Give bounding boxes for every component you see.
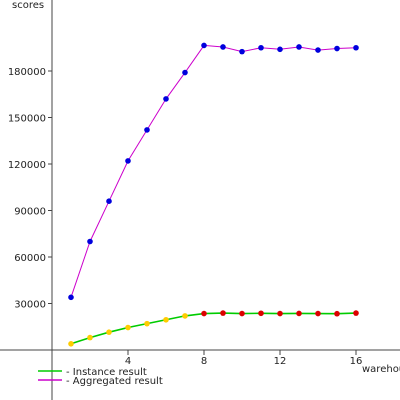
x-tick-label: 12 [274,356,287,367]
x-tick-label: 16 [350,356,363,367]
aggregated-result-line [70,44,357,298]
instance-result-point [220,310,226,316]
instance-result-point [239,310,245,317]
aggregated-result-point [182,69,188,76]
legend: - Instance result- Aggregated result [38,367,163,387]
y-tick-label: 90000 [14,207,46,218]
aggregated-result-point [68,294,74,301]
x-tick-label: 4 [125,356,131,367]
instance-result-point [334,310,340,317]
x-axis-label: warehou [362,364,400,375]
aggregated-result-point [239,48,245,55]
aggregated-result-point [144,127,150,133]
y-tick-label: 180000 [8,67,46,78]
aggregated-result-point [258,44,264,51]
x-tick-label: 8 [201,356,207,367]
aggregated-result-point [277,46,283,53]
instance-result-point [106,329,112,335]
legend-label: - Instance result [66,367,147,378]
aggregated-result-point [334,45,340,52]
y-axis-label: scores [12,0,44,11]
y-tick-label: 30000 [14,300,46,311]
instance-result-point [163,316,169,323]
instance-result-point [68,341,74,347]
instance-result-point [125,324,131,331]
instance-result-point [353,310,359,316]
x-ticks: 4 8 12 16 [125,350,363,367]
instance-result-point [296,310,302,317]
aggregated-result-point [353,44,359,51]
y-tick-label: 120000 [8,160,46,171]
instance-result-point [258,310,264,317]
aggregated-result-point [296,44,302,50]
instance-result-line [70,312,357,345]
aggregated-result-point [201,42,207,49]
y-tick-label: 60000 [14,253,46,264]
instance-result-point [201,310,207,317]
legend-label: - Aggregated result [66,376,163,387]
y-tick-label: 150000 [8,114,46,125]
aggregated-result-point [315,47,321,53]
instance-result-point [87,334,93,341]
aggregated-result-point [220,44,226,50]
aggregated-result-point [106,198,112,204]
aggregated-result-point [163,96,169,102]
instance-result-point [277,310,283,317]
y-ticks: 30000 60000 90000 120000 150000 180000 [8,67,52,311]
series-layer [68,42,359,347]
instance-result-point [182,313,188,319]
aggregated-result-point [125,158,131,164]
instance-result-point [144,320,150,327]
instance-result-point [315,310,321,317]
aggregated-result-point [87,238,93,245]
